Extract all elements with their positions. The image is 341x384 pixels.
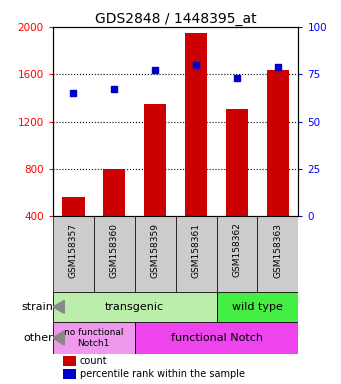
Bar [176, 217, 217, 292]
Bar [217, 217, 257, 292]
Bar [53, 321, 135, 354]
Polygon shape [53, 300, 64, 313]
Bar [103, 169, 125, 217]
Text: GSM158363: GSM158363 [273, 222, 282, 278]
Bar [267, 70, 289, 217]
Bar [217, 292, 298, 321]
Point [152, 68, 158, 74]
Bar [135, 217, 176, 292]
Text: count: count [80, 356, 107, 366]
Text: GSM158361: GSM158361 [192, 222, 201, 278]
Bar [62, 197, 85, 217]
Text: functional Notch: functional Notch [170, 333, 263, 343]
Point [71, 90, 76, 96]
Text: GSM158362: GSM158362 [233, 222, 241, 277]
Text: strain: strain [21, 302, 53, 312]
Title: GDS2848 / 1448395_at: GDS2848 / 1448395_at [95, 12, 256, 26]
Bar [63, 369, 76, 379]
Text: no functional
Notch1: no functional Notch1 [64, 328, 123, 348]
Bar [63, 356, 76, 366]
Bar [257, 217, 298, 292]
Bar [135, 321, 298, 354]
Point [193, 62, 199, 68]
Point [275, 64, 281, 70]
Text: wild type: wild type [232, 302, 283, 312]
Bar [53, 217, 94, 292]
Bar [144, 104, 166, 217]
Text: percentile rank within the sample: percentile rank within the sample [80, 369, 245, 379]
Point [234, 75, 240, 81]
Bar [53, 292, 217, 321]
Text: other: other [23, 333, 53, 343]
Text: GSM158359: GSM158359 [151, 222, 160, 278]
Text: GSM158360: GSM158360 [110, 222, 119, 278]
Text: GSM158357: GSM158357 [69, 222, 78, 278]
Polygon shape [53, 331, 64, 345]
Text: transgenic: transgenic [105, 302, 164, 312]
Bar [94, 217, 135, 292]
Bar [226, 109, 248, 217]
Bar [185, 33, 207, 217]
Point [112, 86, 117, 93]
